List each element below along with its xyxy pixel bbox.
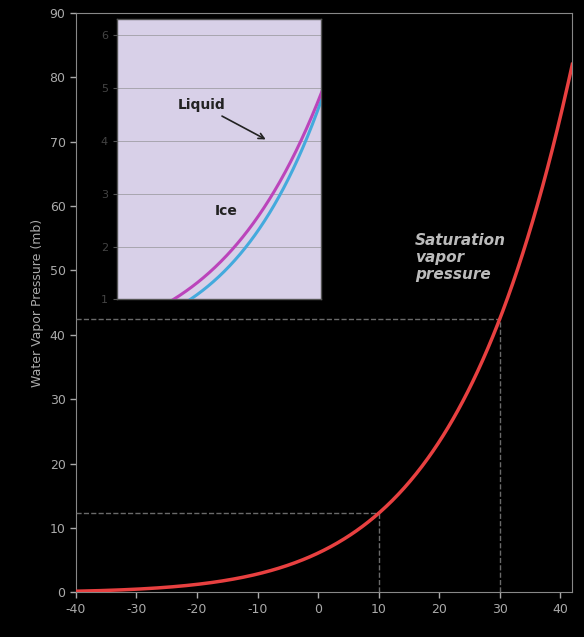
Text: Liquid: Liquid bbox=[178, 98, 264, 139]
Text: Ice: Ice bbox=[215, 204, 238, 218]
Y-axis label: Water Vapor Pressure (mb): Water Vapor Pressure (mb) bbox=[31, 218, 44, 387]
Text: Saturation
vapor
pressure: Saturation vapor pressure bbox=[415, 233, 506, 282]
